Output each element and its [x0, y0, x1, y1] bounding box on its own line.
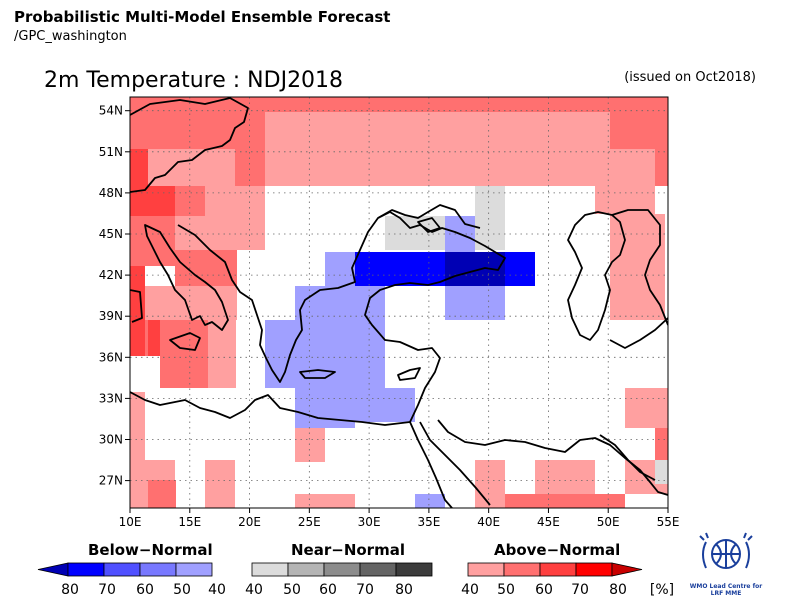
probability-cell [265, 320, 385, 388]
probability-cell [655, 460, 668, 484]
legend-below-label: 40 [208, 582, 226, 598]
x-tick-label: 50E [597, 515, 620, 529]
legend-near-label: 40 [245, 582, 263, 598]
probability-cell [625, 388, 668, 428]
x-tick-label: 40E [477, 515, 500, 529]
probability-cell [535, 480, 595, 494]
legend-above-swatch [503, 562, 541, 577]
x-tick-label: 35E [417, 515, 440, 529]
probability-cell [130, 216, 175, 266]
coastlines [130, 97, 668, 508]
legend-near-title: Near−Normal [291, 541, 405, 559]
legend-above-arrow [611, 562, 643, 577]
legend-above-swatch [575, 562, 613, 577]
probability-cell [205, 186, 265, 250]
probability-cell [265, 112, 610, 149]
axis-ticks: 10E 15E 20E 25E 30E 35E 40E 45E 50E 55E 54N 51N 48N 4… [99, 104, 680, 529]
y-tick-label: 33N [99, 391, 123, 405]
legend-below-label: 50 [173, 582, 191, 598]
legend-above-swatch [467, 562, 505, 577]
legend-above-label: 60 [535, 582, 553, 598]
legend-above-label: 50 [497, 582, 515, 598]
probability-cells [130, 97, 668, 508]
probability-cell [505, 494, 625, 508]
probability-cell [235, 149, 265, 186]
x-tick-label: 20E [238, 515, 261, 529]
probability-cell [475, 186, 505, 250]
legend-above-label: [%] [650, 582, 674, 598]
x-tick-label: 15E [178, 515, 201, 529]
x-tick-label: 45E [537, 515, 560, 529]
legend-above-title: Above−Normal [494, 541, 621, 559]
legend-near-swatch [287, 562, 325, 577]
probability-cell [148, 186, 178, 216]
legend-below-label: 80 [61, 582, 79, 598]
y-tick-label: 27N [99, 474, 123, 488]
issued-date: (issued on Oct2018) [624, 70, 756, 85]
probability-cell [130, 392, 145, 460]
y-tick-label: 51N [99, 145, 123, 159]
probability-cell [148, 480, 176, 508]
legend-near-swatch [251, 562, 289, 577]
figure-subtitle: /GPC_washington [14, 29, 127, 44]
legend-below-swatch [103, 562, 141, 577]
probability-cell [295, 494, 355, 508]
probability-cell [445, 284, 505, 320]
legend-below-title: Below−Normal [88, 541, 213, 559]
y-tick-label: 45N [99, 227, 123, 241]
legend-near-swatch [359, 562, 397, 577]
map-title: 2m Temperature : NDJ2018 [44, 68, 344, 93]
probability-cell [415, 494, 445, 508]
probability-cell [130, 149, 668, 186]
legend-below-label: 70 [98, 582, 116, 598]
probability-cell [295, 428, 325, 462]
legend-above-swatch [539, 562, 577, 577]
legend-near-swatch [395, 562, 433, 577]
probability-cell [295, 388, 355, 428]
color-legend: 80 70 60 50 40 40 50 60 70 80 40 50 60 70 80 [%] [37, 562, 674, 598]
legend-below-swatch [139, 562, 177, 577]
legend-near-swatch [323, 562, 361, 577]
x-tick-label: 25E [298, 515, 321, 529]
probability-cell [130, 266, 145, 356]
y-tick-label: 48N [99, 186, 123, 200]
legend-near-label: 70 [356, 582, 374, 598]
probability-cell [475, 460, 505, 508]
legend-below-swatch [175, 562, 213, 577]
legend-above-label: 70 [571, 582, 589, 598]
probability-cell [655, 149, 668, 186]
legend-below-label: 60 [136, 582, 154, 598]
probability-cell [205, 460, 235, 508]
probability-cell [160, 320, 208, 388]
probability-cell [610, 214, 665, 320]
probability-cell [355, 388, 415, 422]
y-tick-label: 30N [99, 433, 123, 447]
y-tick-label: 36N [99, 350, 123, 364]
probability-cell [130, 149, 148, 186]
figure-title: Probabilistic Multi-Model Ensemble Forec… [14, 8, 391, 26]
y-tick-label: 54N [99, 104, 123, 118]
legend-near-label: 60 [319, 582, 337, 598]
y-tick-label: 42N [99, 268, 123, 282]
legend-below-arrow [37, 562, 69, 577]
logo-caption: WMO Lead Centre for LRF MME [689, 583, 763, 597]
x-tick-label: 10E [119, 515, 142, 529]
y-tick-label: 39N [99, 309, 123, 323]
x-tick-label: 55E [657, 515, 680, 529]
legend-above-label: 40 [461, 582, 479, 598]
legend-near-label: 80 [395, 582, 413, 598]
legend-near-label: 50 [283, 582, 301, 598]
x-tick-label: 30E [358, 515, 381, 529]
wmo-logo [699, 532, 753, 569]
probability-cell [208, 320, 236, 388]
map-frame [129, 96, 669, 509]
probability-cell [655, 428, 668, 460]
legend-below-swatch [67, 562, 105, 577]
probability-cell [295, 286, 385, 320]
legend-above-label: 80 [609, 582, 627, 598]
